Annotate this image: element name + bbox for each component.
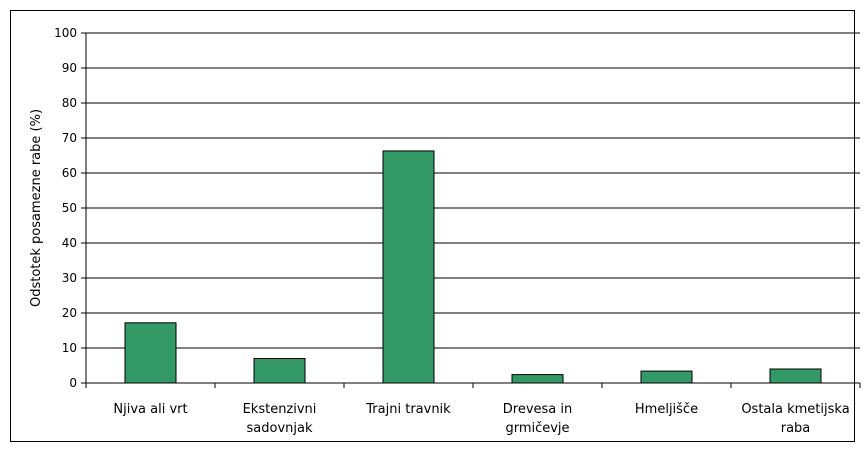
bar <box>382 150 435 384</box>
y-tick-labels: 0 10 20 30 40 50 60 70 80 90 100 <box>54 26 86 390</box>
y-tick-label: 90 <box>62 61 77 75</box>
y-tick-label: 0 <box>69 376 77 390</box>
x-tick-label: Trajni travnik <box>365 402 451 417</box>
bar <box>124 322 177 384</box>
x-tick-label: Hmeljišče <box>635 402 698 417</box>
x-tick-label: Ostala kmetijska raba <box>741 402 849 436</box>
x-tick-label-line: sadovnjak <box>247 421 313 436</box>
x-tick-label-line: grmičevje <box>505 421 569 436</box>
axes <box>85 33 861 388</box>
bar <box>640 370 693 384</box>
x-tick-label-line: Njiva ali vrt <box>113 402 187 417</box>
y-tick-label: 40 <box>62 236 77 250</box>
y-tick-label: 70 <box>62 131 77 145</box>
x-tick-label: Ekstenzivni sadovnjak <box>243 402 317 436</box>
chart-frame <box>10 10 855 442</box>
y-tick-label: 60 <box>62 166 77 180</box>
y-tick-label: 100 <box>54 26 77 40</box>
x-tick-label-line: Ekstenzivni <box>243 402 317 417</box>
bar <box>769 368 822 384</box>
gridlines <box>86 32 860 349</box>
x-tick-label-line: Hmeljišče <box>635 402 698 417</box>
bar <box>253 358 306 384</box>
y-tick-label: 20 <box>62 306 77 320</box>
x-tick-label-line: Trajni travnik <box>365 402 451 417</box>
x-tick-label: Njiva ali vrt <box>113 402 187 417</box>
y-tick-label: 50 <box>62 201 77 215</box>
bars <box>124 150 822 384</box>
y-tick-label: 10 <box>62 341 77 355</box>
x-tick-label-line: raba <box>781 421 811 436</box>
y-axis-title: Odstotek posamezne rabe (%) <box>29 109 44 307</box>
x-tick-label: Drevesa in grmičevje <box>503 402 572 436</box>
x-tick-labels: Njiva ali vrt Ekstenzivni sadovnjak Trajni … <box>113 402 849 436</box>
y-tick-label: 30 <box>62 271 77 285</box>
y-tick-label: 80 <box>62 96 77 110</box>
bar <box>511 374 564 384</box>
x-tick-label-line: Drevesa in <box>503 402 572 417</box>
x-tick-label-line: Ostala kmetijska <box>741 402 849 417</box>
